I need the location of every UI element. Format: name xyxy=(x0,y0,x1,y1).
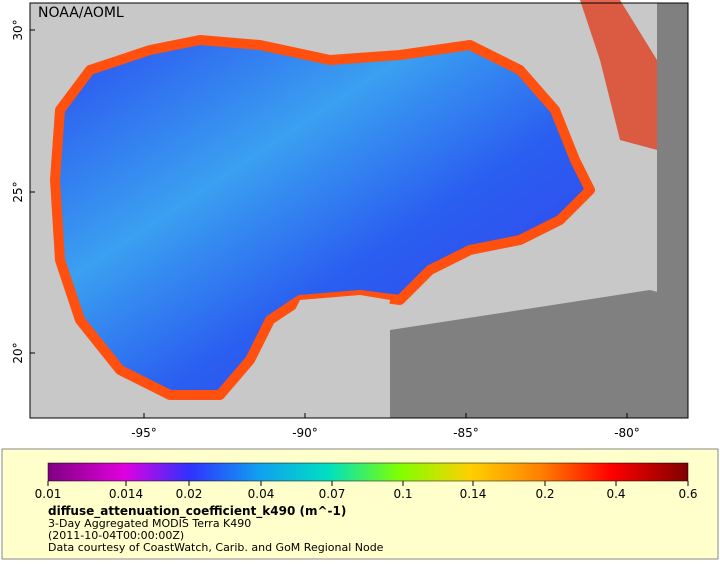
caption-line: 3-Day Aggregated MODIS Terra K490 xyxy=(48,517,251,530)
lon-label: -90° xyxy=(292,426,318,440)
caption-variable: diffuse_attenuation_coefficient_k490 (m^… xyxy=(48,504,346,519)
colorbar-label: 0.6 xyxy=(678,487,697,501)
map-frame xyxy=(29,2,689,419)
colorbar-label: 0.14 xyxy=(460,487,487,501)
caption-line: (2011-10-04T00:00:00Z) xyxy=(48,529,184,542)
colorbar-label: 0.07 xyxy=(319,487,346,501)
colorbar-label: 0.02 xyxy=(176,487,203,501)
colorbar-label: 0.04 xyxy=(248,487,275,501)
lat-label: 20° xyxy=(11,342,25,363)
lon-label: -85° xyxy=(453,426,479,440)
lon-label: -80° xyxy=(614,426,640,440)
yucatan xyxy=(260,295,390,418)
lon-label: -95° xyxy=(131,426,157,440)
credit: NOAA/AOML xyxy=(38,5,124,21)
colorbar xyxy=(47,462,689,482)
colorbar-label: 0.014 xyxy=(109,487,143,501)
no-data xyxy=(390,3,688,418)
colorbar-label: 0.2 xyxy=(535,487,554,501)
lat-label: 30° xyxy=(11,19,25,40)
map: NOAA/AOML xyxy=(29,0,689,419)
lat-label: 25° xyxy=(11,181,25,202)
gulf-water xyxy=(50,35,595,400)
colorbar-label: 0.1 xyxy=(393,487,412,501)
atlantic-coast xyxy=(580,0,657,150)
colorbar-label: 0.4 xyxy=(606,487,625,501)
caption-line: Data courtesy of CoastWatch, Carib. and … xyxy=(48,541,384,554)
colorbar-label: 0.01 xyxy=(35,487,62,501)
